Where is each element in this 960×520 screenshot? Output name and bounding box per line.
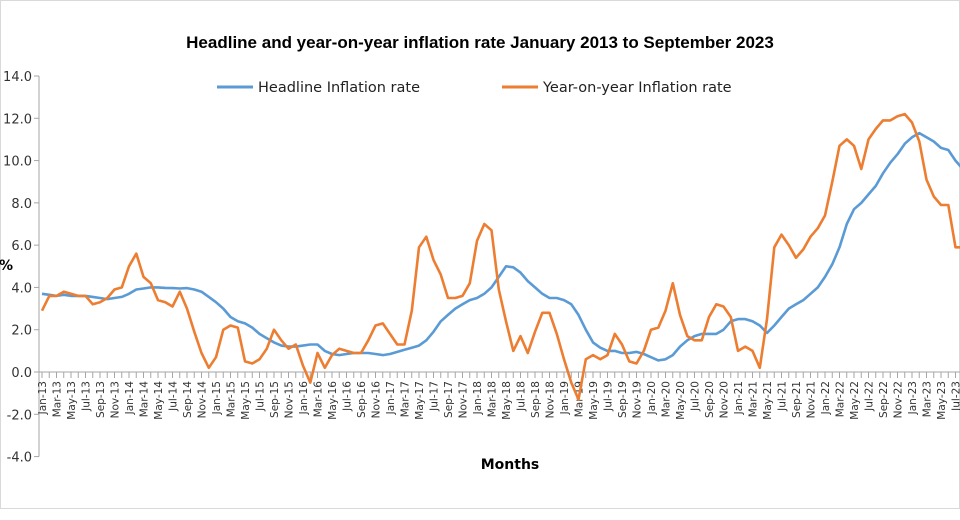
- x-tick-label: Mar-22: [835, 381, 847, 417]
- y-tick-label: 14.0: [3, 70, 32, 85]
- x-tick-label: Sep-21: [791, 381, 803, 418]
- x-tick-label: Jan-23: [907, 381, 919, 415]
- x-tick-label: Jul-22: [864, 381, 876, 412]
- x-tick-label: Sep-19: [617, 381, 629, 418]
- x-axis-label: Months: [481, 457, 540, 473]
- x-tick-label: Nov-14: [197, 381, 209, 419]
- x-tick-label: Sep-17: [443, 381, 455, 418]
- y-tick-label: 12.0: [3, 112, 32, 127]
- y-tick-label: 10.0: [3, 155, 32, 170]
- x-tick-label: May-19: [588, 381, 600, 420]
- x-tick-label: May-23: [936, 381, 948, 420]
- y-tick-label: -4.0: [7, 451, 32, 466]
- x-tick-label: Jul-19: [603, 381, 615, 412]
- x-tick-label: Nov-15: [284, 381, 296, 418]
- x-tick-label: Nov-18: [545, 381, 557, 418]
- x-tick-label: Jul-20: [690, 381, 702, 412]
- x-tick-label: Mar-21: [748, 381, 760, 417]
- y-tick-label: 8.0: [11, 197, 32, 212]
- x-tick-label: May-15: [240, 381, 252, 420]
- x-tick-label: May-21: [762, 381, 774, 420]
- x-tick-label: Sep-22: [878, 381, 890, 418]
- y-tick-label: 6.0: [11, 239, 32, 254]
- x-tick-label: Jan-21: [733, 381, 745, 415]
- y-tick-label: 2.0: [11, 324, 32, 339]
- chart-border: [0, 0, 960, 509]
- x-tick-label: Sep-15: [269, 381, 281, 418]
- x-tick-label: Jul-17: [429, 381, 441, 412]
- headline-inflation-line: [41, 131, 960, 362]
- x-tick-label: Mar-17: [400, 381, 412, 417]
- chart-title: Headline and year-on-year inflation rate…: [186, 33, 774, 52]
- x-tick-label: Mar-20: [661, 381, 673, 417]
- x-tick-label: Jan-22: [820, 381, 832, 415]
- y-axis-label: %: [0, 258, 13, 274]
- x-tick-label: Sep-13: [95, 381, 107, 418]
- series-lines: [40, 112, 960, 401]
- x-axis: Jan-13 Mar-13 May-13 Jul-13 Sep-13 Nov-13 Jan-…: [37, 371, 960, 420]
- x-tick-label: May-14: [153, 381, 165, 420]
- y-axis: -4.0 -2.0 0.0 2.0 4.0 6.0 8.0 10.0 12.0 14.0: [3, 70, 40, 466]
- legend-label-headline: Headline Inflation rate: [258, 80, 420, 96]
- x-tick-label: Mar-16: [313, 381, 325, 418]
- x-tick-label: Nov-13: [110, 381, 122, 418]
- x-tick-label: May-18: [501, 381, 513, 420]
- legend-label-yoy: Year-on-year Inflation rate: [542, 80, 732, 96]
- x-tick-label: Nov-19: [632, 381, 644, 418]
- legend: Headline Inflation rate Year-on-year Inf…: [217, 80, 732, 96]
- x-tick-label: Nov-22: [893, 381, 905, 418]
- x-tick-label: May-16: [327, 381, 339, 420]
- x-tick-label: Sep-20: [704, 381, 716, 418]
- x-tick-label: Jul-15: [255, 381, 267, 412]
- yoy-inflation-line: [40, 112, 960, 401]
- y-tick-label: 0.0: [11, 366, 32, 381]
- x-tick-label: Jan-14: [124, 381, 136, 416]
- y-tick-label: -2.0: [7, 408, 32, 423]
- x-tick-label: Jul-16: [342, 381, 354, 412]
- x-tick-label: Jul-14: [168, 381, 180, 412]
- x-tick-label: Sep-16: [356, 381, 368, 418]
- x-tick-label: May-13: [66, 381, 78, 420]
- x-tick-label: Jan-18: [472, 381, 484, 415]
- x-tick-label: May-17: [414, 381, 426, 420]
- x-tick-label: Mar-14: [139, 381, 151, 418]
- x-tick-label: Nov-20: [719, 381, 731, 418]
- x-tick-label: Jan-13: [37, 381, 49, 415]
- x-tick-label: Nov-17: [458, 381, 470, 418]
- x-tick-label: Jul-21: [777, 381, 789, 412]
- x-tick-label: Sep-18: [530, 381, 542, 418]
- y-tick-label: 4.0: [11, 281, 32, 296]
- x-tick-label: Mar-23: [922, 381, 934, 417]
- x-tick-label: Jan-17: [385, 381, 397, 415]
- x-tick-label: Jul-18: [516, 381, 528, 412]
- x-tick-label: May-22: [849, 381, 861, 420]
- x-tick-label: May-20: [675, 381, 687, 420]
- x-tick-label: Jan-15: [211, 381, 223, 415]
- x-tick-label: Nov-21: [806, 381, 818, 418]
- x-tick-label: Jan-20: [646, 381, 658, 415]
- x-tick-label: Mar-15: [226, 381, 238, 417]
- x-tick-label: Sep-14: [182, 381, 194, 418]
- x-tick-label: Jan-19: [559, 381, 571, 415]
- x-tick-label: Jul-23: [951, 381, 960, 412]
- x-tick-label: Nov-16: [371, 381, 383, 419]
- x-tick-label: Jan-16: [298, 381, 310, 416]
- x-tick-label: Mar-18: [487, 381, 499, 417]
- x-tick-label: Mar-13: [52, 381, 64, 417]
- x-tick-label: Jul-13: [81, 381, 93, 412]
